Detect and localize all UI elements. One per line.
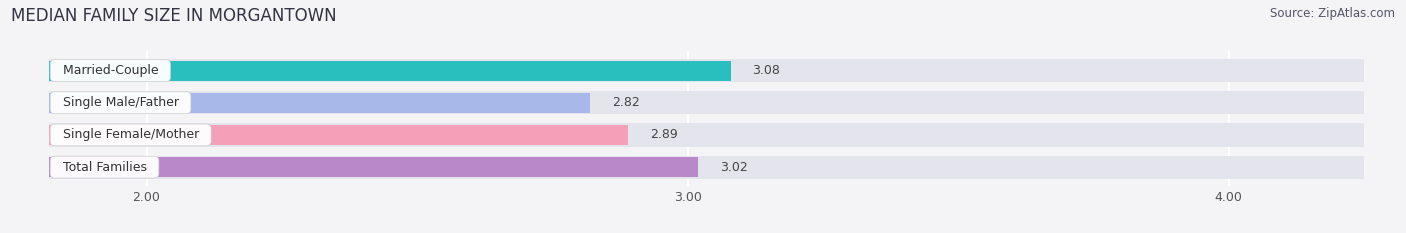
Text: 2.89: 2.89 — [650, 128, 678, 141]
Bar — [49, 125, 628, 145]
Text: Single Female/Mother: Single Female/Mother — [55, 128, 207, 141]
Bar — [49, 93, 591, 113]
Text: 3.08: 3.08 — [752, 64, 780, 77]
Bar — [49, 157, 699, 177]
Text: Single Male/Father: Single Male/Father — [55, 96, 187, 109]
Bar — [49, 61, 731, 81]
Text: Source: ZipAtlas.com: Source: ZipAtlas.com — [1270, 7, 1395, 20]
Text: Married-Couple: Married-Couple — [55, 64, 166, 77]
Bar — [49, 155, 1364, 179]
Text: MEDIAN FAMILY SIZE IN MORGANTOWN: MEDIAN FAMILY SIZE IN MORGANTOWN — [11, 7, 337, 25]
Text: 3.02: 3.02 — [720, 161, 748, 174]
Text: Total Families: Total Families — [55, 161, 155, 174]
Bar — [49, 91, 1364, 114]
Text: 2.82: 2.82 — [612, 96, 640, 109]
Bar — [49, 123, 1364, 147]
Bar — [49, 59, 1364, 82]
